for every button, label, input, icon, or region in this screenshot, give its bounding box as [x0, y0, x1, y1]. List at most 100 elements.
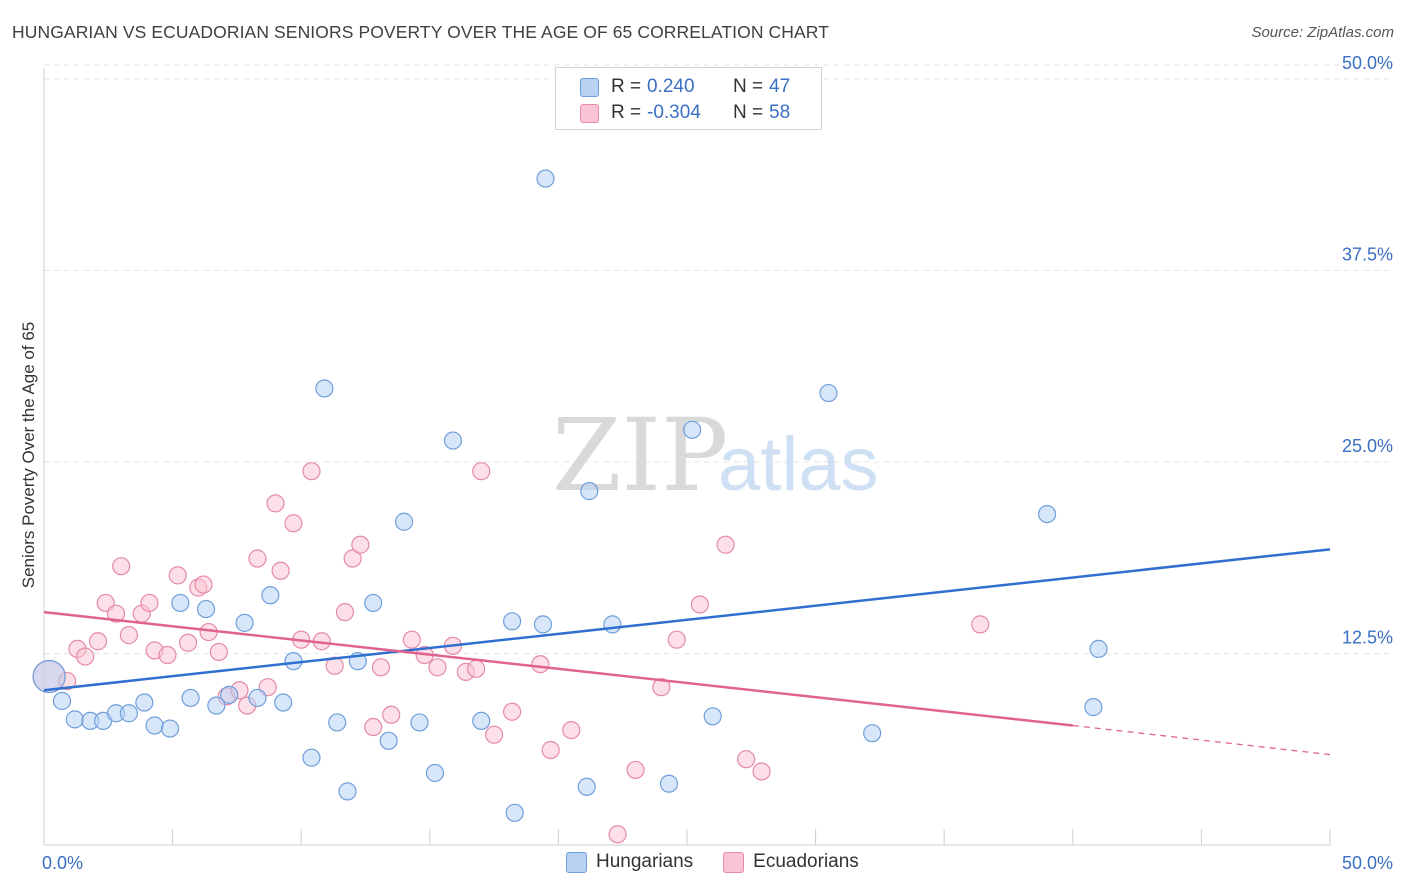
- hungarian-point: [315, 379, 334, 398]
- ecuadorian-point: [466, 659, 486, 678]
- hungarian-point: [536, 169, 555, 188]
- hungarian-point: [302, 748, 321, 767]
- legend-r-value: -0.304: [647, 102, 701, 123]
- ecuadorian-point: [266, 494, 285, 513]
- legend-swatch-pink: [580, 103, 599, 123]
- hungarian-point: [207, 696, 226, 715]
- x-tick-label: 50.0%: [1342, 853, 1393, 873]
- hungarian-point: [364, 593, 383, 613]
- ecuadorian-point: [667, 630, 686, 649]
- legend-label: Hungarians: [596, 851, 694, 872]
- legend-n-label: N =: [733, 76, 764, 97]
- ecuadorian-point: [140, 593, 159, 613]
- hungarian-point: [703, 707, 722, 726]
- hungarian-point: [65, 710, 84, 729]
- legend-r-value: 0.240: [647, 76, 695, 97]
- hungarian-point: [410, 713, 429, 732]
- hungarian-point: [505, 803, 524, 822]
- ecuadorian-point: [716, 535, 735, 554]
- series-legend: Hungarians Ecuadorians: [566, 851, 889, 873]
- hungarian-point: [863, 724, 882, 743]
- hungarian-point: [1089, 639, 1108, 659]
- trend-line-hungarians: [43, 548, 1331, 692]
- x-tick-label: 0.0%: [42, 853, 83, 873]
- legend-row-hungarians: R = 0.240 N = 47: [580, 75, 790, 99]
- hungarian-point: [425, 763, 445, 783]
- y-tick-label: 12.5%: [1342, 628, 1393, 648]
- series-hungarians: [32, 169, 1108, 822]
- hungarian-point: [394, 512, 414, 531]
- axes: [43, 68, 1331, 846]
- stats-legend: R = 0.240 N = 47 R = -0.304 N = 58: [555, 67, 822, 130]
- ecuadorian-point: [690, 595, 709, 614]
- x-tick-labels: 0.0% 50.0%: [42, 853, 1393, 873]
- y-axis-label: Seniors Poverty Over the Age of 65: [19, 322, 38, 588]
- ecuadorian-point: [382, 705, 401, 724]
- legend-n-value: 47: [769, 76, 791, 97]
- ecuadorian-point: [503, 702, 522, 721]
- hungarian-point: [503, 612, 522, 631]
- ecuadorian-point: [343, 549, 362, 568]
- hungarian-point: [274, 693, 293, 712]
- ecuadorian-point: [737, 750, 756, 769]
- ecuadorian-point: [971, 615, 990, 634]
- y-tick-label: 37.5%: [1342, 245, 1393, 265]
- y-tick-label: 25.0%: [1342, 436, 1393, 456]
- hungarian-point: [235, 613, 254, 632]
- hungarian-point: [119, 704, 138, 723]
- ecuadorian-point: [209, 642, 228, 662]
- hungarian-point: [171, 593, 190, 613]
- source-credit: Source: ZipAtlas.com: [1251, 24, 1394, 41]
- hungarian-point: [580, 482, 599, 501]
- y-tick-labels: 12.5% 25.0% 37.5% 50.0%: [1342, 53, 1393, 648]
- ecuadorian-point: [752, 762, 771, 781]
- legend-swatch-pink: [723, 851, 745, 873]
- legend-r-label: R =: [611, 102, 642, 123]
- legend-n-label: N =: [733, 102, 764, 123]
- ecuadorian-point: [106, 604, 126, 623]
- hungarian-point: [577, 777, 596, 796]
- ecuadorian-point: [88, 632, 108, 651]
- hungarian-point: [659, 774, 679, 793]
- legend-swatch-blue: [580, 77, 599, 97]
- ecuadorian-point: [335, 603, 355, 622]
- hungarian-point: [181, 688, 200, 708]
- ecuadorian-point: [76, 647, 95, 666]
- ecuadorian-point: [271, 561, 290, 580]
- ecuadorian-point: [371, 658, 391, 677]
- hungarian-point: [443, 431, 463, 450]
- trend-line-ecuadorians: [43, 610, 1073, 727]
- watermark: ZIP atlas: [552, 397, 879, 514]
- hungarian-point: [819, 383, 838, 403]
- hungarian-point: [379, 731, 398, 750]
- hungarian-point: [248, 688, 267, 708]
- watermark-zip: ZIP: [552, 397, 728, 514]
- ecuadorian-point: [485, 725, 504, 744]
- ecuadorian-point: [178, 633, 198, 652]
- ecuadorian-point: [472, 462, 491, 481]
- hungarian-point: [52, 691, 72, 711]
- legend-label: Ecuadorians: [753, 851, 859, 872]
- ecuadorian-point: [194, 575, 213, 594]
- watermark-atlas: atlas: [718, 422, 879, 507]
- hungarian-point: [472, 711, 491, 731]
- trend-line-ecuadorians-extension: [1072, 724, 1331, 756]
- legend-item-hungarians: Hungarians: [566, 851, 693, 873]
- hungarian-point: [1084, 698, 1103, 717]
- hungarian-point: [338, 782, 357, 801]
- legend-n-value: 58: [769, 102, 791, 123]
- hungarian-point: [32, 659, 66, 694]
- ecuadorian-point: [541, 740, 560, 760]
- hungarian-point: [160, 719, 180, 738]
- ecuadorian-point: [158, 645, 177, 665]
- ecuadorian-point: [428, 658, 447, 677]
- ecuadorian-point: [531, 655, 550, 674]
- hungarian-point: [135, 693, 154, 712]
- ecuadorian-point: [626, 760, 645, 780]
- ecuadorian-point: [652, 678, 671, 697]
- y-tick-label: 50.0%: [1342, 53, 1393, 73]
- ecuadorian-point: [608, 825, 627, 844]
- series-ecuadorians: [32, 462, 990, 844]
- hungarian-point: [1037, 504, 1057, 524]
- ecuadorian-point: [562, 720, 581, 740]
